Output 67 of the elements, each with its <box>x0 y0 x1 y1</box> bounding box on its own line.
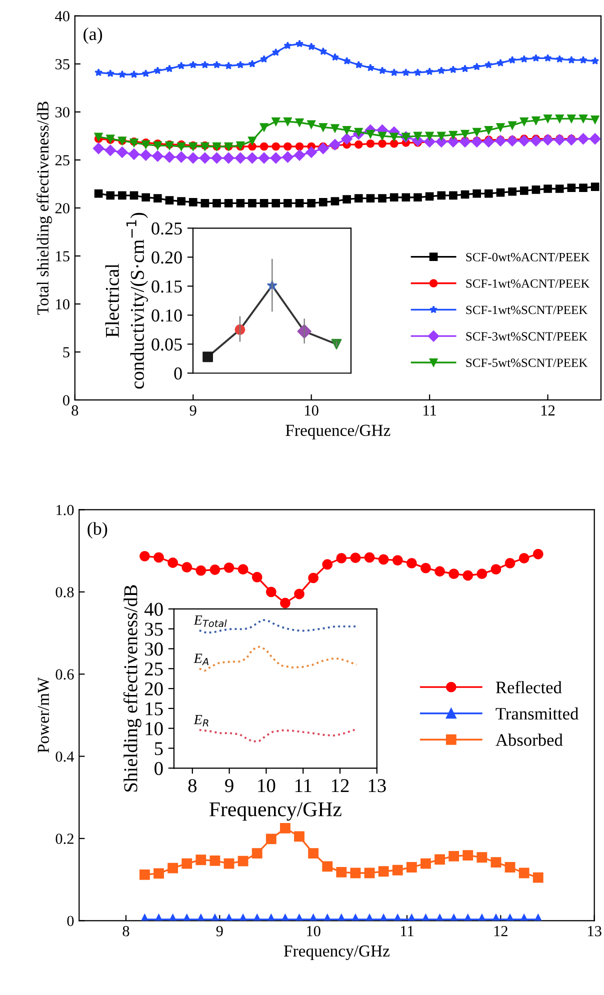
y-tick-label: 30 <box>55 107 70 118</box>
x-tick-label: 13 <box>588 926 602 936</box>
x-tick-label: 13 <box>368 779 386 792</box>
x-tick-label: 10 <box>307 926 320 936</box>
y-tick-label: 40 <box>144 602 163 616</box>
series-label: E$_{R}$ <box>194 715 208 726</box>
x-tick-label: 12 <box>332 779 349 792</box>
y-tick-label: 10 <box>146 722 163 736</box>
y-tick-label: 10 <box>56 299 70 310</box>
y-tick-label: 0 <box>174 367 182 380</box>
y-tick-label: 0.25 <box>152 222 182 235</box>
y-tick-label: 0 <box>154 762 163 776</box>
legend-label: SCF-3wt%SCNT/PEEK <box>466 332 588 341</box>
x-axis-title: Frequency/GHz <box>284 945 390 960</box>
x-tick-label: 9 <box>190 405 196 416</box>
y-tick-label: 15 <box>146 702 163 716</box>
y-tick-label: 0 <box>67 916 74 926</box>
y-axis-title: Total shielding effectiveness/dB <box>36 102 52 315</box>
legend-label: SCF-1wt%SCNT/PEEK <box>466 306 588 314</box>
y-tick-label: 0.15 <box>152 280 182 293</box>
y-tick-label: 5 <box>154 742 163 756</box>
legend-label: Transmitted <box>496 707 578 720</box>
x-tick-label: 8 <box>72 405 78 416</box>
y-tick-label: 0.4 <box>56 751 74 762</box>
x-tick-label: 9 <box>225 779 234 792</box>
y-tick-label: 35 <box>145 622 163 636</box>
y-tick-label: 40 <box>55 11 70 22</box>
series-label: E$_{A}$ <box>194 654 208 666</box>
y-tick-label: 35 <box>55 59 70 70</box>
annotation: (b) <box>88 522 108 538</box>
y-tick-label: 15 <box>56 251 70 262</box>
y-tick-label: 30 <box>145 642 163 656</box>
y-tick-label: 20 <box>144 682 163 696</box>
y-tick-label: 25 <box>144 662 163 676</box>
series-label: E$_{Total}$ <box>194 616 227 628</box>
legend-label: SCF-5wt%SCNT/PEEK <box>466 358 588 368</box>
x-axis-title: Frequence/GHz <box>286 424 390 440</box>
x-tick-label: 12 <box>541 405 555 416</box>
y-axis-title: Power/mW <box>38 677 50 753</box>
legend-label: SCF-1wt%ACNT/PEEK <box>466 279 590 288</box>
x-tick-label: 9 <box>216 926 223 936</box>
x-tick-label: 10 <box>258 779 276 792</box>
y-tick-label: 0.6 <box>56 669 74 680</box>
y-tick-label: 0.10 <box>152 309 182 322</box>
y-axis-title: Shielding effectiveness/dB <box>123 585 142 792</box>
y-tick-label: 1.0 <box>56 504 74 516</box>
x-tick-label: 11 <box>424 405 436 416</box>
x-tick-label: 11 <box>400 926 414 936</box>
x-tick-label: 8 <box>188 779 197 792</box>
y-tick-label: 0.8 <box>56 587 74 598</box>
legend-label: Reflected <box>496 680 562 694</box>
legend-label: SCF-0wt%ACNT/PEEK <box>466 252 590 262</box>
legend-label: Absorbed <box>496 734 563 746</box>
y-tick-label: 0.2 <box>56 834 74 844</box>
y-tick-label: 0.20 <box>152 251 182 264</box>
x-tick-label: 8 <box>122 926 130 936</box>
x-tick-label: 11 <box>295 779 312 792</box>
y-axis-title: Electrical conductivity/(S·cm$^{−1}$) <box>105 212 148 389</box>
annotation: (a) <box>84 27 102 44</box>
x-axis-title: Frequency/GHz <box>209 802 342 821</box>
x-tick-label: 12 <box>494 926 508 936</box>
y-tick-label: 0.05 <box>152 338 182 351</box>
y-tick-label: 20 <box>55 203 70 214</box>
x-tick-label: 10 <box>305 405 318 416</box>
y-tick-label: 25 <box>55 155 70 166</box>
y-tick-label: 0 <box>62 395 70 406</box>
y-tick-label: 5 <box>63 347 70 358</box>
